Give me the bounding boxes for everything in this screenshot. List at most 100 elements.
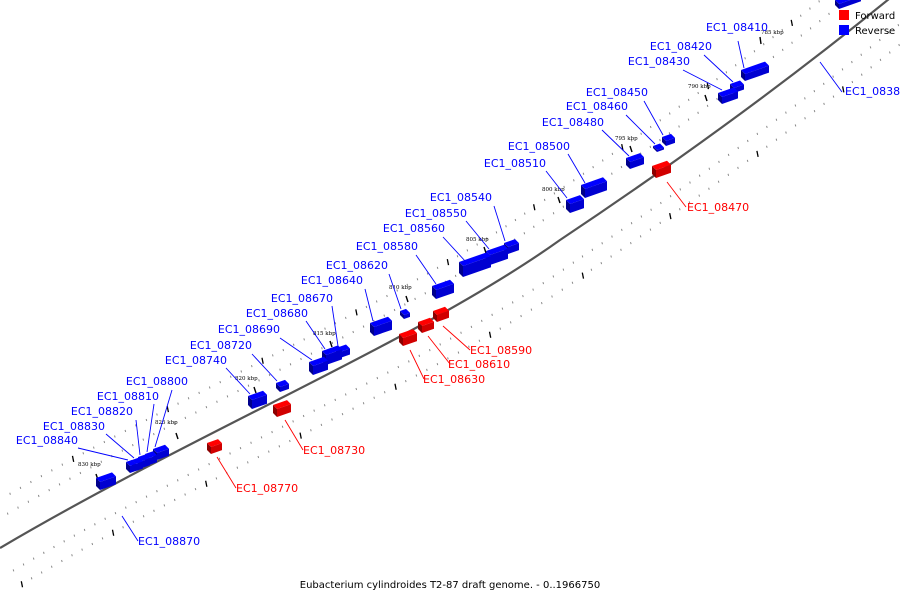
gene-block-ec1_08580[interactable] — [432, 279, 454, 299]
tick-mark — [611, 235, 613, 238]
tick-mark — [310, 352, 313, 355]
tick-mark — [766, 125, 768, 128]
gene-label-ec1_08820[interactable]: EC1_08820 — [71, 405, 133, 418]
tick-mark — [145, 495, 148, 498]
gene-label-ec1_08580[interactable]: EC1_08580 — [356, 240, 418, 253]
label-leader-line — [279, 337, 313, 361]
gene-block-ec1_08720[interactable] — [276, 379, 289, 392]
gene-block-ec1_08460[interactable] — [653, 143, 664, 152]
tick-mark — [282, 348, 285, 352]
kbp-tick — [759, 36, 762, 45]
tick-mark — [454, 274, 457, 278]
gene-block-ec1_08620[interactable] — [400, 308, 410, 319]
gene-block-top — [432, 279, 454, 290]
tick-mark — [100, 460, 103, 463]
gene-label-ec1_08670[interactable]: EC1_08670 — [271, 292, 333, 305]
gene-label-ec1_08510[interactable]: EC1_08510 — [484, 157, 546, 170]
gene-label-ec1_08740[interactable]: EC1_08740 — [165, 354, 227, 367]
gene-label-ec1_08870[interactable]: EC1_08870 — [138, 535, 200, 548]
tick-mark — [828, 12, 830, 16]
gene-label-ec1_08680[interactable]: EC1_08680 — [246, 307, 308, 320]
gene-block-ec1_08630[interactable] — [399, 329, 417, 346]
gene-label-ec1_08640[interactable]: EC1_08640 — [301, 274, 363, 287]
gene-label-ec1_08420[interactable]: EC1_08420 — [650, 40, 712, 53]
gene-block-ec1_08610[interactable] — [418, 317, 434, 333]
gene-block-ec1_08470[interactable] — [652, 160, 671, 178]
gene-block-ec1_08870[interactable] — [96, 472, 116, 490]
gene-block-ec1_08740[interactable] — [248, 390, 267, 409]
tick-mark — [620, 165, 623, 169]
gene-label-ec1_08500[interactable]: EC1_08500 — [508, 140, 570, 153]
label-leader-line — [105, 433, 135, 459]
gene-label-ec1_08810[interactable]: EC1_08810 — [97, 390, 159, 403]
gene-label-ec1_08460[interactable]: EC1_08460 — [566, 100, 628, 113]
tick-mark — [9, 492, 11, 495]
gene-block-ec1_08430[interactable] — [718, 87, 738, 104]
gene-label-ec1_08720[interactable]: EC1_08720 — [190, 339, 252, 352]
gene-block-ec1_08500[interactable] — [581, 177, 607, 198]
gene-label-ec1_08430[interactable]: EC1_08430 — [628, 55, 690, 68]
tick-mark — [82, 452, 85, 455]
gene-block-side — [581, 185, 585, 198]
kbp-label: 800 kbp — [542, 187, 565, 193]
gene-label-ec1_08800[interactable]: EC1_08800 — [126, 375, 188, 388]
gene-label-ec1_08560[interactable]: EC1_08560 — [383, 222, 445, 235]
gene-label-ec1_08730[interactable]: EC1_08730 — [303, 444, 365, 457]
gene-label-ec1_08470[interactable]: EC1_08470 — [687, 201, 749, 214]
gene-block-ec1_08380[interactable] — [835, 0, 861, 9]
gene-block-ec1_08560[interactable] — [459, 252, 491, 277]
gene-block-ec1_08480[interactable] — [626, 153, 644, 169]
tick-mark — [405, 380, 407, 383]
tick-mark — [163, 427, 166, 430]
tick-mark — [542, 219, 544, 222]
tick-mark — [261, 357, 264, 364]
tick-mark — [456, 255, 459, 258]
tick-mark — [668, 132, 671, 135]
tick-mark — [860, 73, 863, 76]
gene-block-ec1_08590[interactable] — [433, 306, 449, 322]
gene-label-ec1_08840[interactable]: EC1_08840 — [16, 434, 78, 447]
tick-mark — [156, 413, 158, 416]
gene-label-ec1_08410[interactable]: EC1_08410 — [706, 21, 768, 34]
kbp-tick — [557, 196, 561, 204]
gene-block-ec1_08690[interactable] — [309, 356, 328, 375]
tick-mark — [678, 105, 680, 108]
gene-block-ec1_08450[interactable] — [662, 133, 675, 146]
tick-mark — [791, 41, 793, 44]
gene-label-ec1_08770[interactable]: EC1_08770 — [236, 482, 298, 495]
gene-label-ec1_08690[interactable]: EC1_08690 — [218, 323, 280, 336]
tick-mark — [320, 423, 323, 427]
gene-block-ec1_08840[interactable] — [126, 459, 136, 473]
tick-mark — [334, 322, 337, 325]
gene-label-ec1_08610[interactable]: EC1_08610 — [448, 358, 510, 371]
tick-mark — [163, 504, 166, 507]
tick-mark — [303, 338, 305, 341]
gene-label-ec1_08450[interactable]: EC1_08450 — [586, 86, 648, 99]
tick-mark — [611, 172, 613, 175]
gene-block-ec1_08410[interactable] — [741, 61, 769, 81]
tick-mark — [258, 379, 260, 382]
gene-block-ec1_08830[interactable] — [132, 457, 143, 471]
tick-mark — [520, 314, 522, 318]
gene-label-ec1_08630[interactable]: EC1_08630 — [423, 373, 485, 386]
kbp-tick — [175, 432, 179, 440]
gene-block-top — [96, 472, 116, 482]
gene-block-ec1_08730[interactable] — [273, 400, 291, 417]
tick-mark — [488, 331, 492, 338]
tick-mark — [114, 435, 116, 438]
gene-label-ec1_08550[interactable]: EC1_08550 — [405, 207, 467, 220]
gene-block-top — [741, 61, 769, 74]
gene-label-ec1_08480[interactable]: EC1_08480 — [542, 116, 604, 129]
gene-block-ec1_08770[interactable] — [207, 439, 222, 454]
gene-block-ec1_08510[interactable] — [566, 195, 584, 213]
tick-mark — [486, 237, 488, 240]
gene-label-ec1_08620[interactable]: EC1_08620 — [326, 259, 388, 272]
gene-label-ec1_08830[interactable]: EC1_08830 — [43, 420, 105, 433]
gene-label-ec1_08540[interactable]: EC1_08540 — [430, 191, 492, 204]
gene-label-ec1_08380[interactable]: EC1_08380 — [845, 85, 900, 98]
gene-block-ec1_08640[interactable] — [370, 316, 392, 336]
tick-mark — [114, 512, 117, 515]
label-leader-line — [442, 325, 471, 351]
gene-label-ec1_08590[interactable]: EC1_08590 — [470, 344, 532, 357]
